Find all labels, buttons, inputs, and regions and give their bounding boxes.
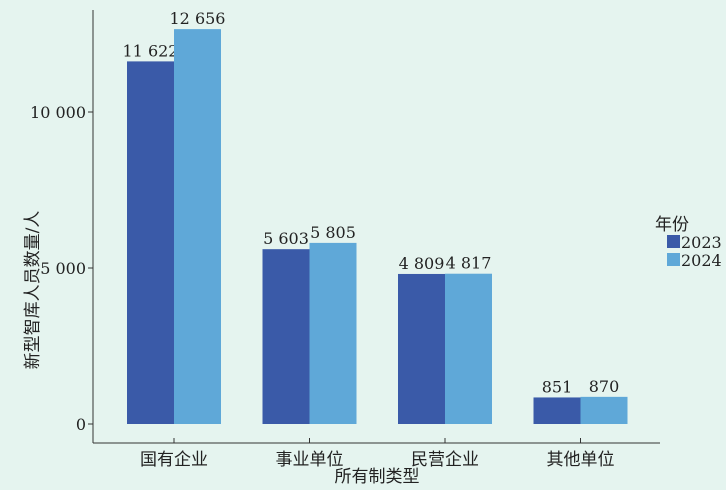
x-axis-title: 所有制类型 (335, 467, 420, 487)
legend-swatch-2023 (667, 235, 680, 248)
legend-label-2023: 2023 (681, 233, 722, 252)
bar-2024-3 (580, 396, 628, 424)
legend-swatch-2024 (667, 253, 680, 266)
y-tick-label: 5 000 (40, 259, 86, 278)
data-label: 11 622 (123, 41, 179, 60)
y-axis-title: 新型智库人员数量/人 (23, 211, 43, 370)
legend-label-2024: 2024 (681, 251, 722, 270)
bar-2023-1 (262, 249, 310, 424)
x-tick-label: 事业单位 (276, 450, 344, 470)
bar-2023-3 (533, 397, 581, 424)
legend-title: 年份 (655, 215, 689, 235)
bar-2024-2 (445, 273, 492, 424)
y-tick-label: 0 (76, 415, 86, 434)
data-label: 5 805 (310, 223, 356, 242)
y-tick-label: 10 000 (30, 103, 86, 122)
x-tick-label: 国有企业 (140, 450, 208, 470)
bar-2023-0 (127, 61, 174, 424)
bar-2023-2 (398, 273, 445, 424)
bar-2024-0 (174, 29, 221, 424)
x-tick-label: 民营企业 (411, 450, 479, 470)
data-label: 4 817 (446, 254, 492, 273)
data-label: 851 (542, 377, 573, 396)
data-label: 4 809 (399, 254, 445, 273)
data-label: 12 656 (170, 9, 226, 28)
data-label: 5 603 (263, 229, 309, 248)
x-tick-label: 其他单位 (547, 450, 615, 470)
bar-2024-1 (309, 242, 357, 424)
data-label: 870 (589, 377, 620, 396)
